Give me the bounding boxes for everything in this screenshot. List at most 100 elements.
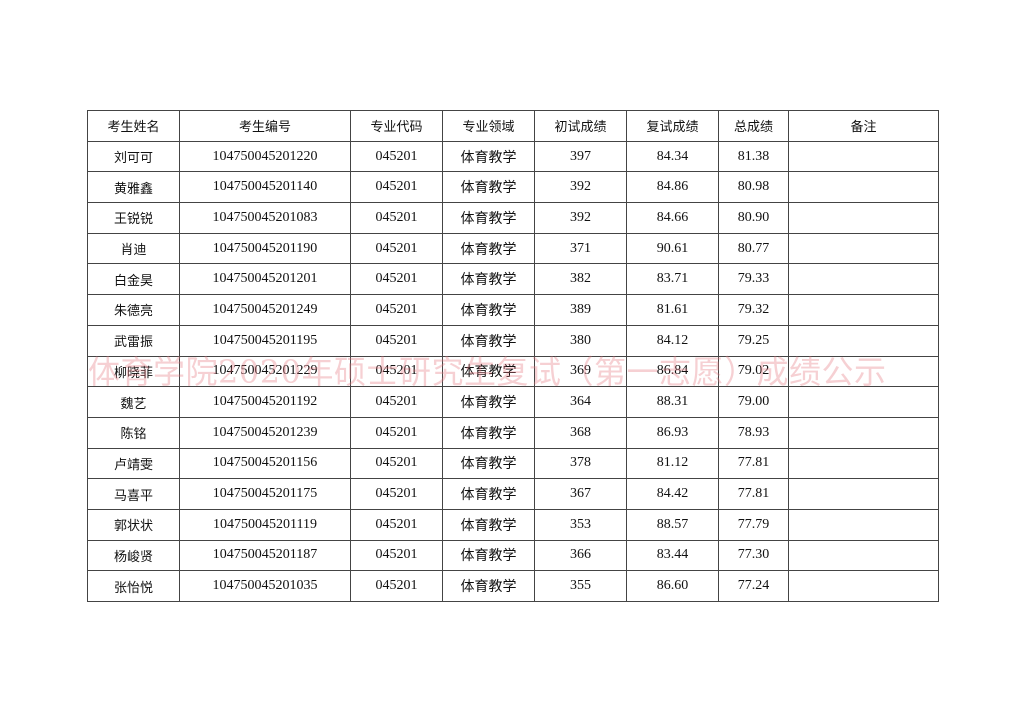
cell-retest-score: 88.31	[626, 386, 719, 418]
cell-total-score: 77.81	[718, 447, 789, 480]
cell-major-field: 体育教学	[442, 386, 535, 418]
table-row: 杨峻贤 104750045201187 045201 体育教学 366 83.44 77.3…	[87, 539, 939, 572]
cell-total-score: 79.33	[718, 263, 789, 296]
cell-initial-score: 371	[534, 232, 627, 265]
table-row: 武雷振 104750045201195 045201 体育教学 380 84.12 79.2…	[87, 324, 939, 357]
cell-major-field: 体育教学	[442, 570, 535, 602]
cell-major-code: 045201	[350, 294, 443, 326]
cell-initial-score: 353	[534, 508, 627, 541]
cell-id: 104750045201239	[179, 416, 351, 449]
header-major-code: 专业代码	[350, 110, 443, 142]
cell-id: 104750045201156	[179, 447, 351, 480]
cell-name: 张怡悦	[87, 570, 180, 602]
cell-total-score: 79.00	[718, 386, 789, 418]
cell-total-score: 79.32	[718, 294, 789, 326]
cell-major-code: 045201	[350, 416, 443, 449]
cell-retest-score: 83.44	[626, 539, 719, 572]
cell-id: 104750045201192	[179, 386, 351, 418]
cell-major-field: 体育教学	[442, 539, 535, 572]
cell-major-field: 体育教学	[442, 232, 535, 265]
table-row: 张怡悦 104750045201035 045201 体育教学 355 86.60 77.2…	[87, 570, 939, 602]
header-initial-score: 初试成绩	[534, 110, 627, 142]
cell-id: 104750045201229	[179, 355, 351, 388]
cell-major-code: 045201	[350, 140, 443, 173]
cell-major-code: 045201	[350, 171, 443, 204]
table-row: 陈铭 104750045201239 045201 体育教学 368 86.93 78.93	[87, 416, 939, 449]
cell-retest-score: 83.71	[626, 263, 719, 296]
cell-id: 104750045201249	[179, 294, 351, 326]
cell-initial-score: 369	[534, 355, 627, 388]
cell-id: 104750045201119	[179, 508, 351, 541]
cell-total-score: 79.02	[718, 355, 789, 388]
cell-major-code: 045201	[350, 386, 443, 418]
cell-name: 柳晓菲	[87, 355, 180, 388]
cell-retest-score: 81.61	[626, 294, 719, 326]
cell-remarks	[788, 386, 939, 418]
cell-major-field: 体育教学	[442, 263, 535, 296]
cell-id: 104750045201220	[179, 140, 351, 173]
cell-total-score: 77.81	[718, 478, 789, 510]
cell-initial-score: 366	[534, 539, 627, 572]
cell-name: 魏艺	[87, 386, 180, 418]
table-row: 肖迪 104750045201190 045201 体育教学 371 90.61 80.77	[87, 232, 939, 265]
cell-initial-score: 380	[534, 324, 627, 357]
cell-remarks	[788, 355, 939, 388]
cell-major-code: 045201	[350, 263, 443, 296]
cell-remarks	[788, 416, 939, 449]
cell-id: 104750045201175	[179, 478, 351, 510]
cell-remarks	[788, 570, 939, 602]
cell-remarks	[788, 294, 939, 326]
cell-total-score: 80.90	[718, 202, 789, 234]
cell-major-field: 体育教学	[442, 171, 535, 204]
cell-id: 104750045201083	[179, 202, 351, 234]
cell-major-code: 045201	[350, 539, 443, 572]
cell-remarks	[788, 324, 939, 357]
cell-retest-score: 88.57	[626, 508, 719, 541]
cell-major-code: 045201	[350, 324, 443, 357]
cell-total-score: 77.30	[718, 539, 789, 572]
cell-remarks	[788, 202, 939, 234]
cell-initial-score: 368	[534, 416, 627, 449]
cell-name: 刘可可	[87, 140, 180, 173]
table-row: 朱德亮 104750045201249 045201 体育教学 389 81.61 79.3…	[87, 294, 939, 326]
cell-initial-score: 355	[534, 570, 627, 602]
cell-name: 马喜平	[87, 478, 180, 510]
table-row: 卢靖雯 104750045201156 045201 体育教学 378 81.12 77.8…	[87, 447, 939, 480]
table-row: 魏艺 104750045201192 045201 体育教学 364 88.31 79.00	[87, 386, 939, 418]
cell-retest-score: 84.12	[626, 324, 719, 357]
table-header-row: 考生姓名 考生编号 专业代码 专业领域 初试成绩 复试成绩 总成绩 备注	[87, 110, 939, 142]
table-row: 柳晓菲 104750045201229 045201 体育教学 369 86.84 79.0…	[87, 355, 939, 388]
cell-retest-score: 90.61	[626, 232, 719, 265]
cell-major-field: 体育教学	[442, 355, 535, 388]
cell-major-code: 045201	[350, 355, 443, 388]
cell-major-code: 045201	[350, 202, 443, 234]
cell-total-score: 81.38	[718, 140, 789, 173]
cell-name: 卢靖雯	[87, 447, 180, 480]
cell-total-score: 80.98	[718, 171, 789, 204]
cell-retest-score: 86.93	[626, 416, 719, 449]
cell-retest-score: 86.84	[626, 355, 719, 388]
cell-total-score: 80.77	[718, 232, 789, 265]
cell-id: 104750045201201	[179, 263, 351, 296]
cell-major-code: 045201	[350, 232, 443, 265]
cell-initial-score: 364	[534, 386, 627, 418]
cell-name: 杨峻贤	[87, 539, 180, 572]
cell-retest-score: 86.60	[626, 570, 719, 602]
cell-name: 郭状状	[87, 508, 180, 541]
header-id: 考生编号	[179, 110, 351, 142]
cell-remarks	[788, 478, 939, 510]
cell-retest-score: 84.42	[626, 478, 719, 510]
cell-major-code: 045201	[350, 508, 443, 541]
cell-retest-score: 84.34	[626, 140, 719, 173]
cell-id: 104750045201187	[179, 539, 351, 572]
header-name: 考生姓名	[87, 110, 180, 142]
cell-name: 朱德亮	[87, 294, 180, 326]
cell-initial-score: 389	[534, 294, 627, 326]
cell-remarks	[788, 140, 939, 173]
cell-retest-score: 84.86	[626, 171, 719, 204]
cell-initial-score: 367	[534, 478, 627, 510]
cell-major-field: 体育教学	[442, 508, 535, 541]
cell-major-field: 体育教学	[442, 324, 535, 357]
cell-retest-score: 81.12	[626, 447, 719, 480]
cell-major-field: 体育教学	[442, 294, 535, 326]
